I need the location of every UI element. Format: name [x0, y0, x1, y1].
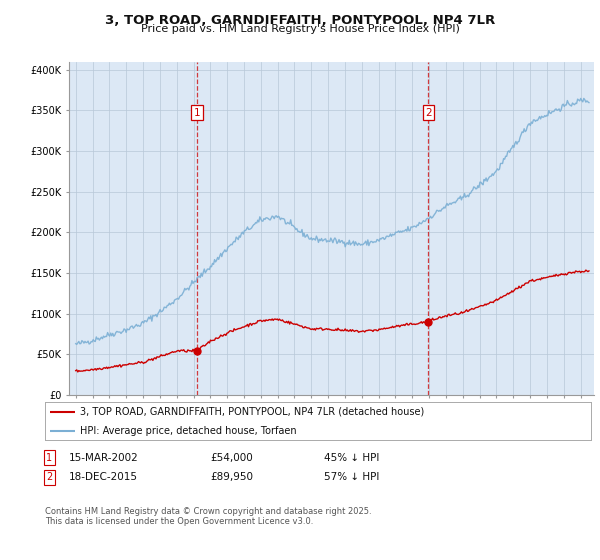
Text: 2: 2	[46, 472, 52, 482]
Text: 3, TOP ROAD, GARNDIFFAITH, PONTYPOOL, NP4 7LR (detached house): 3, TOP ROAD, GARNDIFFAITH, PONTYPOOL, NP…	[80, 407, 425, 417]
Text: £54,000: £54,000	[210, 452, 253, 463]
Text: 45% ↓ HPI: 45% ↓ HPI	[324, 452, 379, 463]
Text: 3, TOP ROAD, GARNDIFFAITH, PONTYPOOL, NP4 7LR: 3, TOP ROAD, GARNDIFFAITH, PONTYPOOL, NP…	[105, 14, 495, 27]
Text: HPI: Average price, detached house, Torfaen: HPI: Average price, detached house, Torf…	[80, 426, 297, 436]
Text: Price paid vs. HM Land Registry's House Price Index (HPI): Price paid vs. HM Land Registry's House …	[140, 24, 460, 34]
Text: 1: 1	[194, 108, 200, 118]
Text: 57% ↓ HPI: 57% ↓ HPI	[324, 472, 379, 482]
Text: 2: 2	[425, 108, 432, 118]
Text: Contains HM Land Registry data © Crown copyright and database right 2025.
This d: Contains HM Land Registry data © Crown c…	[45, 507, 371, 526]
Text: 18-DEC-2015: 18-DEC-2015	[69, 472, 138, 482]
Text: 1: 1	[46, 452, 52, 463]
Text: £89,950: £89,950	[210, 472, 253, 482]
Text: 15-MAR-2002: 15-MAR-2002	[69, 452, 139, 463]
